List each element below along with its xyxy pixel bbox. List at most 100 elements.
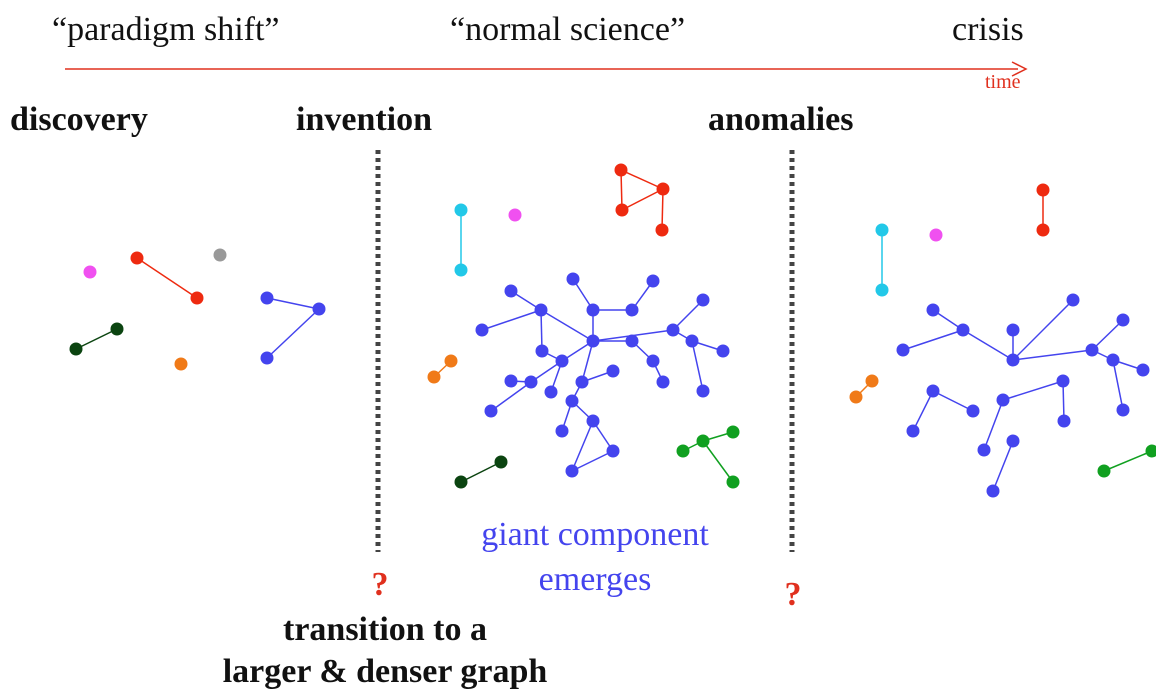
edge [540, 309, 594, 342]
edge [460, 461, 502, 483]
node [606, 364, 620, 378]
node [484, 404, 498, 418]
stage-label: discovery [10, 101, 148, 138]
node [926, 384, 940, 398]
node [625, 303, 639, 317]
node [865, 374, 879, 388]
node [646, 354, 660, 368]
node [524, 375, 538, 389]
node [696, 384, 710, 398]
node [213, 248, 227, 262]
edge [571, 420, 594, 472]
edge [1091, 319, 1124, 351]
node [535, 344, 549, 358]
node [260, 351, 274, 365]
node [575, 375, 589, 389]
edge [1112, 359, 1124, 411]
edge [1002, 380, 1064, 401]
node [110, 322, 124, 336]
node [615, 203, 629, 217]
edge [581, 340, 594, 383]
phase-label: crisis [952, 11, 1024, 48]
edge [490, 381, 532, 412]
node [1066, 293, 1080, 307]
edge [1062, 380, 1065, 422]
edge [962, 329, 1014, 361]
annotation: giant component [481, 516, 709, 553]
edge [672, 299, 704, 331]
stage-label: anomalies [708, 101, 853, 138]
node [656, 375, 670, 389]
node [1006, 353, 1020, 367]
edge [983, 399, 1004, 451]
arrow-head [1011, 61, 1028, 77]
node [606, 444, 620, 458]
node [655, 223, 669, 237]
node [454, 203, 468, 217]
node [555, 354, 569, 368]
annotation: emerges [539, 561, 652, 598]
node [565, 394, 579, 408]
node [625, 334, 639, 348]
node [1116, 403, 1130, 417]
node [565, 464, 579, 478]
node [656, 182, 670, 196]
node [454, 475, 468, 489]
node [646, 274, 660, 288]
edge [266, 308, 320, 359]
edge [992, 440, 1014, 492]
node [69, 342, 83, 356]
annotation: larger & denser graph [223, 653, 548, 690]
question-mark: ? [372, 566, 389, 603]
node [544, 385, 558, 399]
node [1097, 464, 1111, 478]
node [926, 303, 940, 317]
node [977, 443, 991, 457]
edge [1012, 299, 1074, 361]
node [956, 323, 970, 337]
node [685, 334, 699, 348]
edge [621, 188, 664, 211]
node [1057, 414, 1071, 428]
node [454, 263, 468, 277]
node [1116, 313, 1130, 327]
node [875, 223, 889, 237]
edge [620, 169, 664, 190]
edge [702, 440, 734, 483]
node [986, 484, 1000, 498]
node [130, 251, 144, 265]
node [83, 265, 97, 279]
graphs [69, 163, 1156, 498]
node [504, 374, 518, 388]
edge [75, 328, 118, 350]
node [508, 208, 522, 222]
edge [620, 169, 623, 211]
node [190, 291, 204, 305]
node [312, 302, 326, 316]
node [676, 444, 690, 458]
node [996, 393, 1010, 407]
node [1085, 343, 1099, 357]
edge [912, 390, 934, 432]
node [716, 344, 730, 358]
node [555, 424, 569, 438]
node [849, 390, 863, 404]
edge [136, 257, 198, 299]
node [696, 293, 710, 307]
node [444, 354, 458, 368]
node [726, 475, 740, 489]
edge [1103, 450, 1153, 472]
node [475, 323, 489, 337]
node [586, 414, 600, 428]
phase-label: “paradigm shift” [52, 11, 280, 48]
edge [481, 309, 542, 331]
node [666, 323, 680, 337]
question-mark: ? [785, 576, 802, 613]
node [174, 357, 188, 371]
node [504, 284, 518, 298]
edge [691, 340, 704, 392]
node [1036, 183, 1050, 197]
node [966, 404, 980, 418]
node [696, 434, 710, 448]
